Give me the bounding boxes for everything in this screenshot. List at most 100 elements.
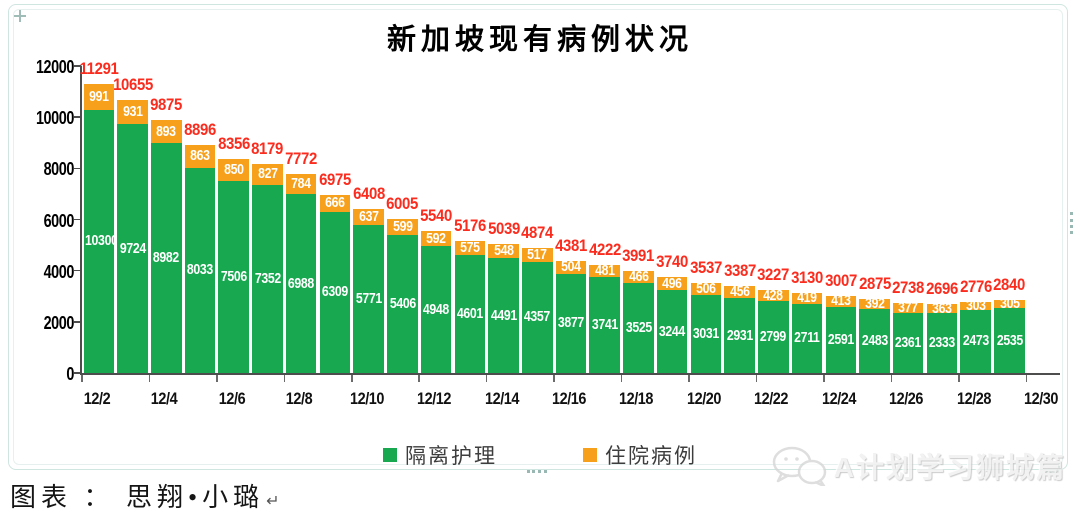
x-axis-label: 12/6 xyxy=(218,389,246,408)
bar-group: 7352 827 8179 xyxy=(251,66,285,373)
x-axis-label: 12/24 xyxy=(821,389,856,408)
isolation-care-bar-segment xyxy=(285,194,317,373)
legend-item-isolation-care[interactable]: 隔离护理 xyxy=(383,440,497,470)
bar-group: 3031 506 3537 xyxy=(689,66,723,373)
hospitalized-bar-segment xyxy=(83,84,115,110)
isolation-care-value-label: 2591 xyxy=(827,330,854,348)
isolation-care-value-label: 2473 xyxy=(962,332,989,350)
total-value-label: 5176 xyxy=(453,215,486,235)
hospitalized-value-label: 413 xyxy=(831,292,851,310)
isolation-care-bar-segment xyxy=(656,290,688,373)
hospitalized-value-label: 419 xyxy=(797,289,817,307)
y-axis-tick xyxy=(74,269,81,272)
x-axis-tick xyxy=(351,375,353,382)
total-value-label: 3130 xyxy=(791,267,824,287)
isolation-care-bar-segment xyxy=(825,306,857,373)
isolation-care-value-label: 8982 xyxy=(153,249,180,267)
x-axis-tick xyxy=(283,375,286,382)
hospitalized-bar-segment xyxy=(218,159,249,181)
hospitalized-value-label: 991 xyxy=(89,87,109,105)
hospitalized-value-label: 466 xyxy=(628,267,649,285)
x-axis-label: 12/14 xyxy=(484,389,519,408)
x-axis-tick xyxy=(890,375,893,382)
y-axis-label: 10000 xyxy=(35,108,74,129)
total-value-label: 5540 xyxy=(420,206,453,226)
hospitalized-bar-segment xyxy=(791,292,823,304)
anchor-crosshair-icon[interactable] xyxy=(14,10,26,22)
total-value-label: 2776 xyxy=(959,276,992,296)
isolation-care-value-label: 6988 xyxy=(288,274,315,292)
frame-corner-handle[interactable] xyxy=(1046,463,1060,473)
isolation-care-value-label: 2535 xyxy=(996,331,1023,349)
bar-group: 10300 991 11291 xyxy=(79,60,119,373)
hospitalized-bar-segment xyxy=(252,163,283,185)
isolation-care-bar-segment xyxy=(420,246,452,373)
frame-border xyxy=(8,4,1068,470)
hospitalized-value-label: 392 xyxy=(864,295,885,313)
isolation-care-bar-segment xyxy=(960,309,991,373)
total-value-label: 10655 xyxy=(112,75,153,95)
isolation-care-bar-segment xyxy=(589,277,620,373)
x-axis-tick xyxy=(958,375,960,382)
isolation-care-bar-segment xyxy=(319,211,351,373)
hospitalized-bar-segment xyxy=(184,145,216,168)
total-value-label: 5039 xyxy=(487,219,520,239)
total-value-label: 8179 xyxy=(251,138,284,158)
paragraph-mark-icon: ↵ xyxy=(266,493,280,510)
legend-item-hospitalized[interactable]: 住院病例 xyxy=(583,440,697,470)
y-axis-label: 4000 xyxy=(43,261,75,282)
isolation-care-value-label: 7506 xyxy=(220,268,247,285)
isolation-care-value-label: 4948 xyxy=(423,300,450,318)
isolation-care-bar-segment xyxy=(859,309,890,373)
bar-group: 4601 575 5176 xyxy=(453,66,487,373)
y-axis-label: 0 xyxy=(66,364,74,384)
frame-bottom-drag-handle[interactable] xyxy=(527,470,547,473)
bar-group: 7506 850 8356 xyxy=(217,66,251,373)
hospitalized-bar-segment xyxy=(589,265,620,278)
x-axis-tick xyxy=(823,375,825,382)
watermark: A计划学习狮城篇 xyxy=(770,446,1066,486)
bar-group: 3741 481 4222 xyxy=(588,66,622,373)
isolation-care-bar-segment xyxy=(690,295,722,373)
x-axis-tick xyxy=(148,375,151,382)
bar-group: 2711 419 3130 xyxy=(790,66,824,373)
hospitalized-bar-segment xyxy=(285,174,317,195)
total-value-label: 2696 xyxy=(926,279,958,299)
isolation-care-bar-segment xyxy=(623,282,654,373)
bar-group: 2931 456 3387 xyxy=(723,66,757,373)
hospitalized-value-label: 850 xyxy=(223,161,244,179)
isolation-care-bar-segment xyxy=(83,109,115,373)
total-value-label: 2738 xyxy=(892,277,925,297)
total-value-label: 3227 xyxy=(757,265,790,285)
bar-group: 2535 305 2840 xyxy=(993,66,1027,373)
x-axis-label: 12/10 xyxy=(349,389,384,408)
hospitalized-bar-segment xyxy=(859,299,890,310)
hospitalized-value-label: 456 xyxy=(729,283,750,301)
hospitalized-value-label: 592 xyxy=(426,229,446,247)
isolation-care-value-label: 4357 xyxy=(524,308,551,326)
isolation-care-value-label: 5771 xyxy=(355,290,382,308)
x-axis-tick xyxy=(553,375,555,382)
isolation-care-value-label: 3741 xyxy=(591,316,618,334)
total-value-label: 4222 xyxy=(588,240,621,259)
hospitalized-value-label: 784 xyxy=(291,175,311,193)
x-axis-tick xyxy=(216,375,218,382)
hospitalized-bar-segment xyxy=(454,240,486,256)
hospitalized-value-label: 517 xyxy=(527,245,548,263)
isolation-care-bar-segment xyxy=(184,167,216,373)
isolation-care-bar-segment xyxy=(926,313,958,373)
hospitalized-value-label: 666 xyxy=(325,194,345,212)
isolation-care-bar-segment xyxy=(117,124,148,373)
bar-group: 3877 504 4381 xyxy=(554,66,588,373)
isolation-care-bar-segment xyxy=(151,143,182,373)
bar-group: 2799 428 3227 xyxy=(756,66,790,373)
total-value-label: 2840 xyxy=(993,275,1026,295)
hospitalized-value-label: 496 xyxy=(662,274,682,292)
isolation-care-value-label: 2799 xyxy=(760,328,787,346)
bar-group: 2473 303 2776 xyxy=(959,66,993,373)
isolation-care-value-label: 3031 xyxy=(692,325,719,343)
hospitalized-bar-segment xyxy=(724,286,755,299)
frame-right-drag-handle[interactable] xyxy=(1070,212,1073,234)
hospitalized-value-label: 303 xyxy=(965,296,986,314)
y-axis-tick xyxy=(74,116,81,118)
